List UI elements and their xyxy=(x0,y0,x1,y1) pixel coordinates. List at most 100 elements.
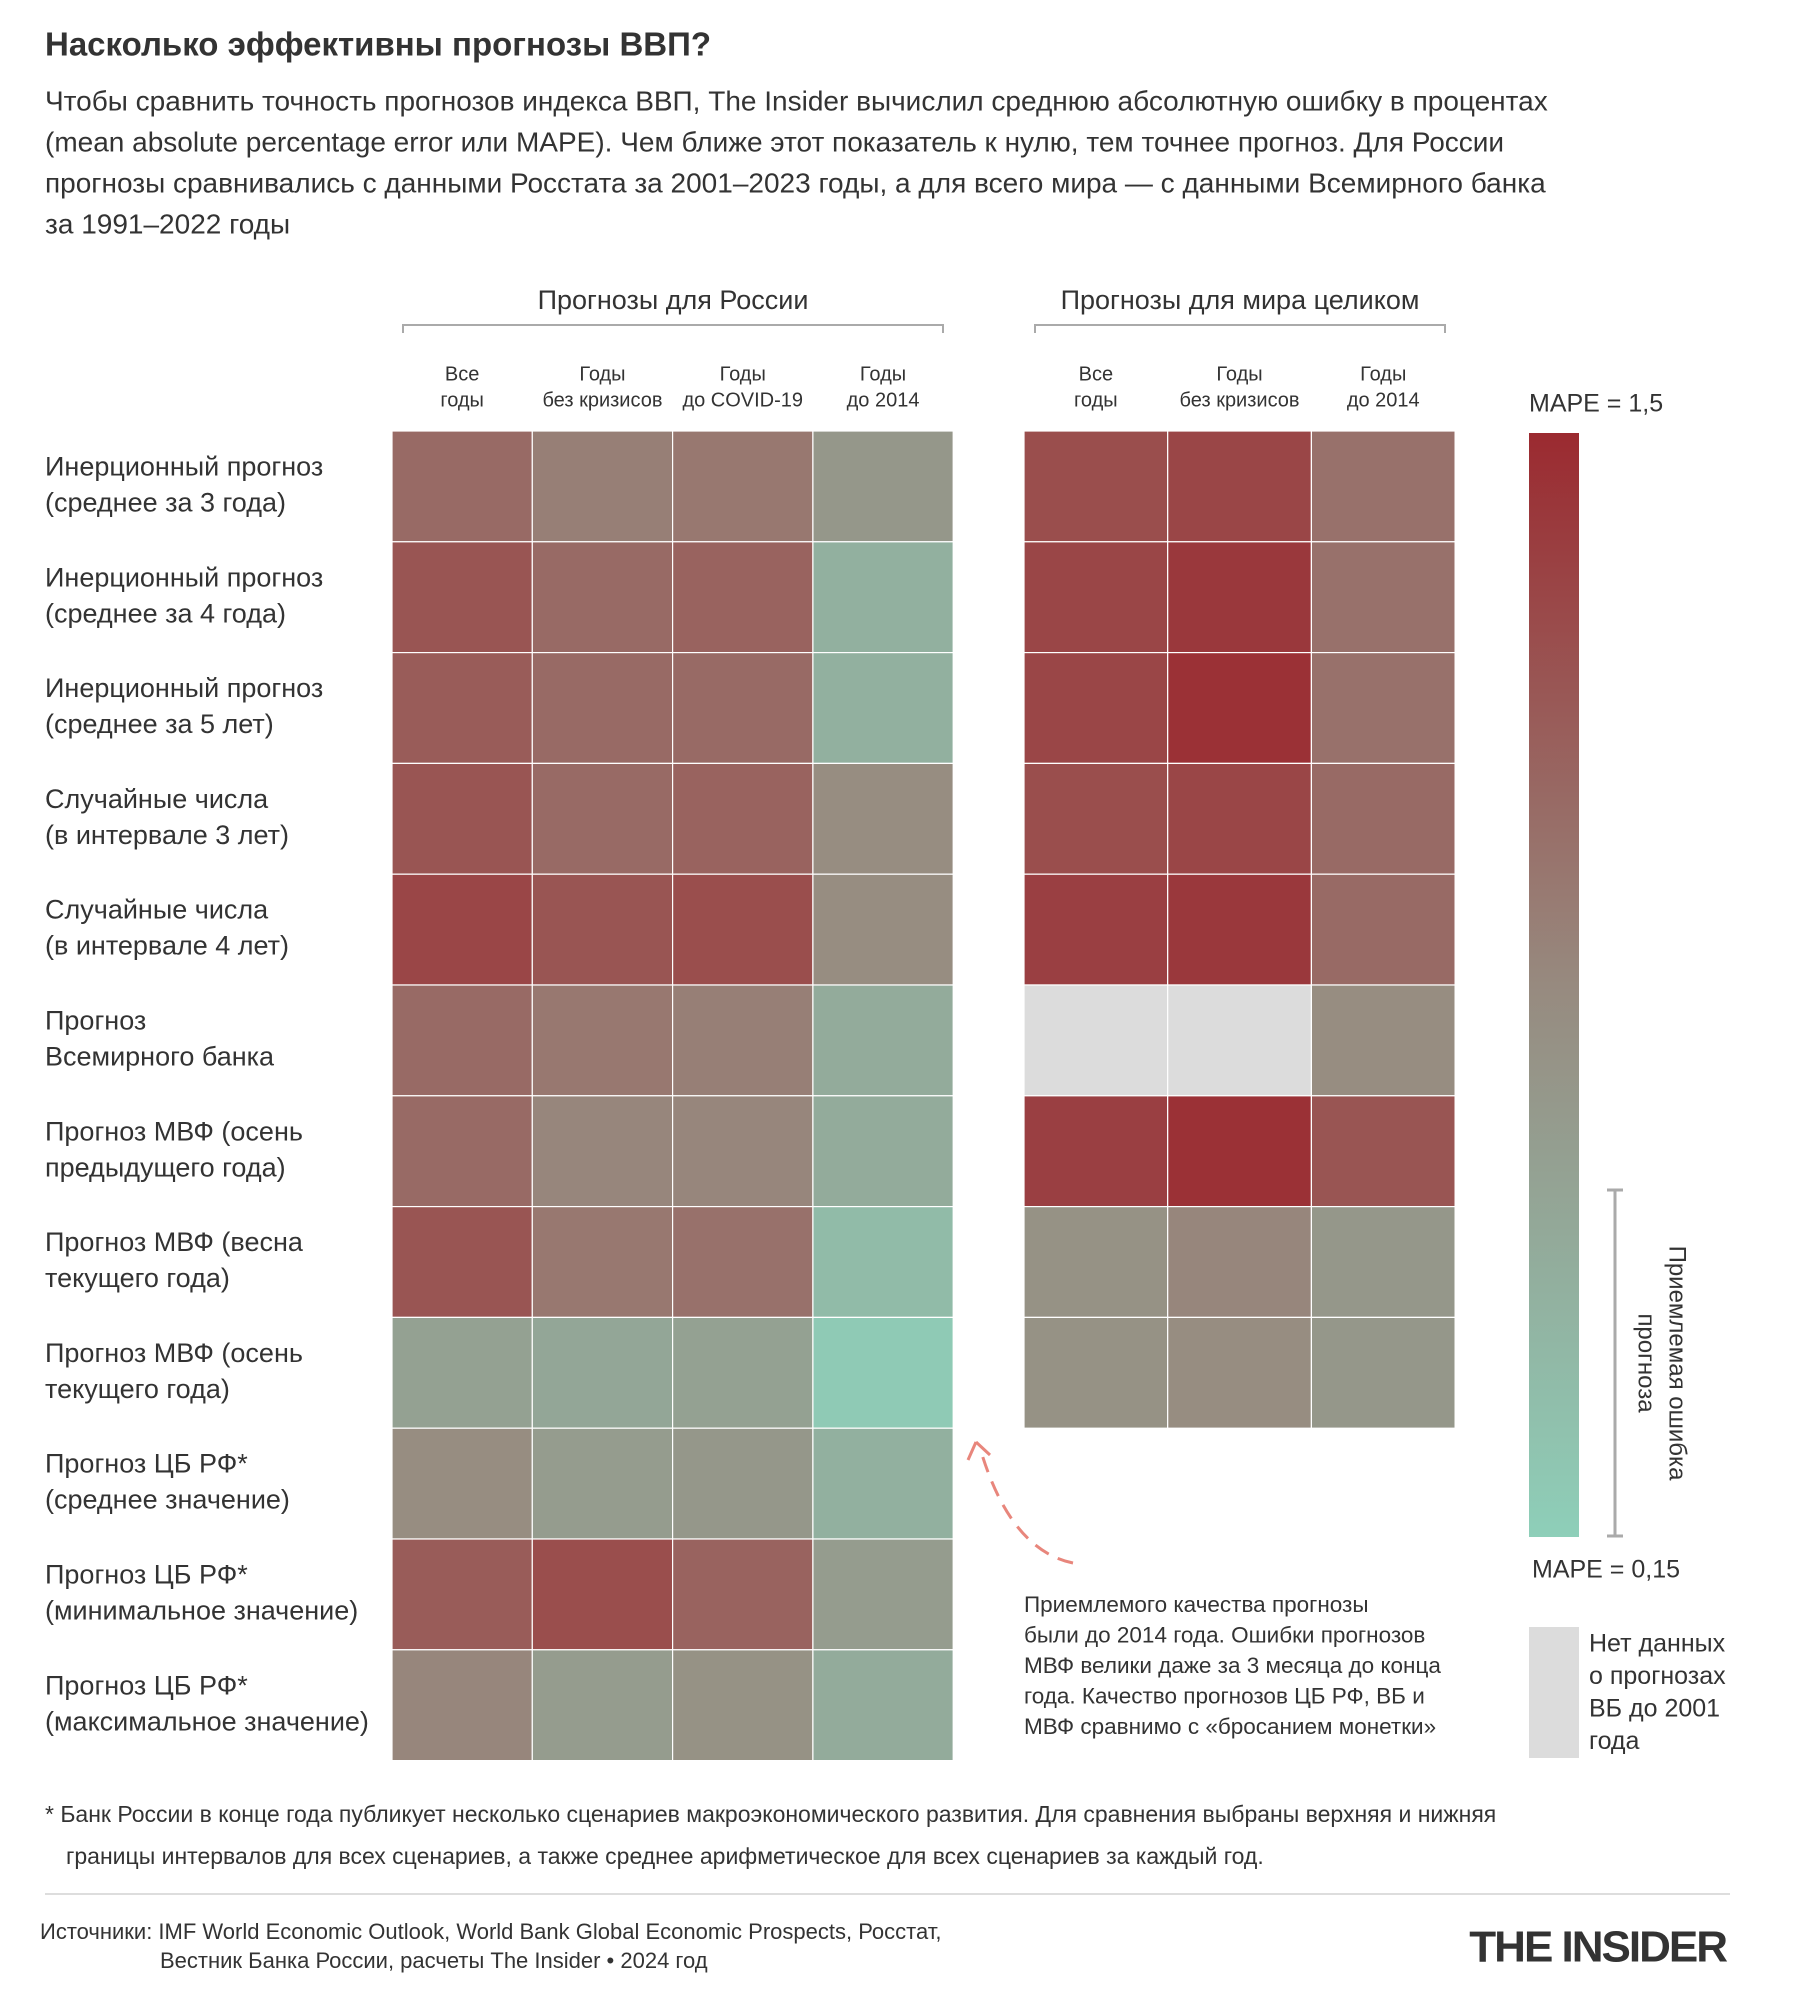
row-label: (среднее за 5 лет) xyxy=(45,709,274,739)
heatmap-cell xyxy=(671,762,814,875)
row-label: Прогноз МВФ (весна xyxy=(45,1227,304,1257)
row-label: (среднее за 4 года) xyxy=(45,598,286,628)
row-label: Инерционный прогноз xyxy=(45,562,323,592)
heatmap-cell xyxy=(1023,430,1169,543)
heatmap-cell xyxy=(812,651,954,764)
heatmap-cell xyxy=(1310,873,1456,986)
heatmap-cell xyxy=(1167,1095,1312,1208)
heatmap-cell xyxy=(812,1427,954,1540)
heatmap-cell xyxy=(1167,1205,1312,1318)
row-label: (максимальное значение) xyxy=(45,1706,369,1736)
no-data-label: о прогнозах xyxy=(1589,1662,1726,1690)
heatmap-cell xyxy=(1310,1316,1456,1429)
heatmap-cell xyxy=(1023,651,1169,764)
heatmap-cell xyxy=(671,1538,814,1651)
heatmap-cell xyxy=(391,430,533,543)
heatmap-cell xyxy=(391,541,533,654)
heatmap-cell xyxy=(531,1205,674,1318)
column-label: до 2014 xyxy=(1347,389,1420,411)
heatmap-cell xyxy=(1167,762,1312,875)
subtitle: (mean absolute percentage error или MAPE… xyxy=(45,126,1504,157)
row-label: Случайные числа xyxy=(45,784,269,814)
heatmap-cell xyxy=(531,984,674,1097)
heatmap-cell xyxy=(1167,873,1312,986)
heatmap-cell xyxy=(391,651,533,764)
bracket-label: Приемлемая ошибка xyxy=(1664,1246,1691,1481)
column-label: до COVID-19 xyxy=(682,389,803,411)
row-label: Прогноз ЦБ РФ* xyxy=(45,1560,248,1590)
heatmap-cell xyxy=(671,1205,814,1318)
row-label: Прогноз ЦБ РФ* xyxy=(45,1449,248,1479)
brand: THE INSIDER xyxy=(1469,1923,1727,1972)
row-label: Всемирного банка xyxy=(45,1042,275,1072)
heatmap-cell xyxy=(671,1427,814,1540)
heatmap-cell xyxy=(812,762,954,875)
heatmap-cell xyxy=(812,1205,954,1318)
no-data-label: ВБ до 2001 xyxy=(1589,1695,1720,1723)
column-label: годы xyxy=(440,389,484,411)
subtitle: за 1991–2022 годы xyxy=(45,208,290,239)
heatmap-cell xyxy=(812,541,954,654)
row-label: (минимальное значение) xyxy=(45,1596,358,1626)
acceptable-bracket xyxy=(1607,1188,1623,1538)
footnote: * Банк России в конце года публикует нес… xyxy=(45,1801,1496,1827)
heatmap-cell xyxy=(1167,651,1312,764)
subtitle: Чтобы сравнить точность прогнозов индекс… xyxy=(45,85,1548,116)
annotation: года. Качество прогнозов ЦБ РФ, ВБ и xyxy=(1024,1683,1425,1708)
heatmap-cell xyxy=(671,873,814,986)
heatmap-cell xyxy=(1023,1205,1169,1318)
heatmap-cell xyxy=(812,984,954,1097)
column-label: Годы xyxy=(579,363,625,385)
subtitle: прогнозы сравнивались с данными Росстата… xyxy=(45,167,1546,198)
heatmap-cell xyxy=(812,873,954,986)
row-label: (среднее значение) xyxy=(45,1485,290,1515)
column-label: без кризисов xyxy=(1180,389,1300,411)
heatmap-cell xyxy=(1023,762,1169,875)
no-data-label: года xyxy=(1589,1727,1640,1755)
footnote: границы интервалов для всех сценариев, а… xyxy=(66,1843,1264,1869)
heatmap-cell xyxy=(531,1649,674,1762)
annotation: МВФ сравнимо с «бросанием монетки» xyxy=(1024,1714,1436,1739)
heatmap-cell xyxy=(1023,541,1169,654)
heatmap-cell xyxy=(391,1427,533,1540)
heatmap-cell xyxy=(1310,1205,1456,1318)
heatmap-cell xyxy=(812,1649,954,1762)
heatmap-cell xyxy=(1310,762,1456,875)
arrow-head xyxy=(966,1440,992,1461)
row-label: (среднее за 3 года) xyxy=(45,488,286,518)
chart-title: Насколько эффективны прогнозы ВВП? xyxy=(45,26,711,63)
row-label: предыдущего года) xyxy=(45,1152,286,1182)
heatmap-cell xyxy=(671,984,814,1097)
panel-bracket xyxy=(1034,324,1446,333)
panel-title: Прогнозы для мира целиком xyxy=(1061,285,1420,315)
column-label: Годы xyxy=(720,363,766,385)
column-label: Все xyxy=(1079,363,1113,385)
annotation-arrow xyxy=(978,1447,1074,1565)
heatmap-cell xyxy=(531,762,674,875)
row-label: Прогноз МВФ (осень xyxy=(45,1338,303,1368)
column-label: Все xyxy=(445,363,479,385)
heatmap-cell xyxy=(391,1538,533,1651)
heatmap-cell xyxy=(391,1095,533,1208)
heatmap-cell xyxy=(1310,1095,1456,1208)
heatmap-cell xyxy=(1310,541,1456,654)
column-label: до 2014 xyxy=(847,389,920,411)
sources: Источники: IMF World Economic Outlook, W… xyxy=(40,1919,941,1944)
row-label: Прогноз xyxy=(45,1006,146,1036)
row-label: Прогноз ЦБ РФ* xyxy=(45,1670,248,1700)
no-data-label: Нет данных xyxy=(1589,1630,1726,1658)
heatmap-cell xyxy=(1310,430,1456,543)
heatmap-cell xyxy=(391,1316,533,1429)
heatmap-cell xyxy=(531,541,674,654)
panel-title: Прогнозы для России xyxy=(538,285,809,315)
heatmap-cell xyxy=(1023,1095,1169,1208)
heatmap-cell xyxy=(671,651,814,764)
row-label: (в интервале 4 лет) xyxy=(45,931,289,961)
annotation: были до 2014 года. Ошибки прогнозов xyxy=(1024,1622,1425,1647)
annotation: Приемлемого качества прогнозы xyxy=(1024,1592,1369,1617)
colorbar-max-label: MAPE = 1,5 xyxy=(1529,390,1663,418)
heatmap-cell xyxy=(1167,1316,1312,1429)
heatmap-cell xyxy=(391,762,533,875)
heatmap-cell xyxy=(1167,541,1312,654)
